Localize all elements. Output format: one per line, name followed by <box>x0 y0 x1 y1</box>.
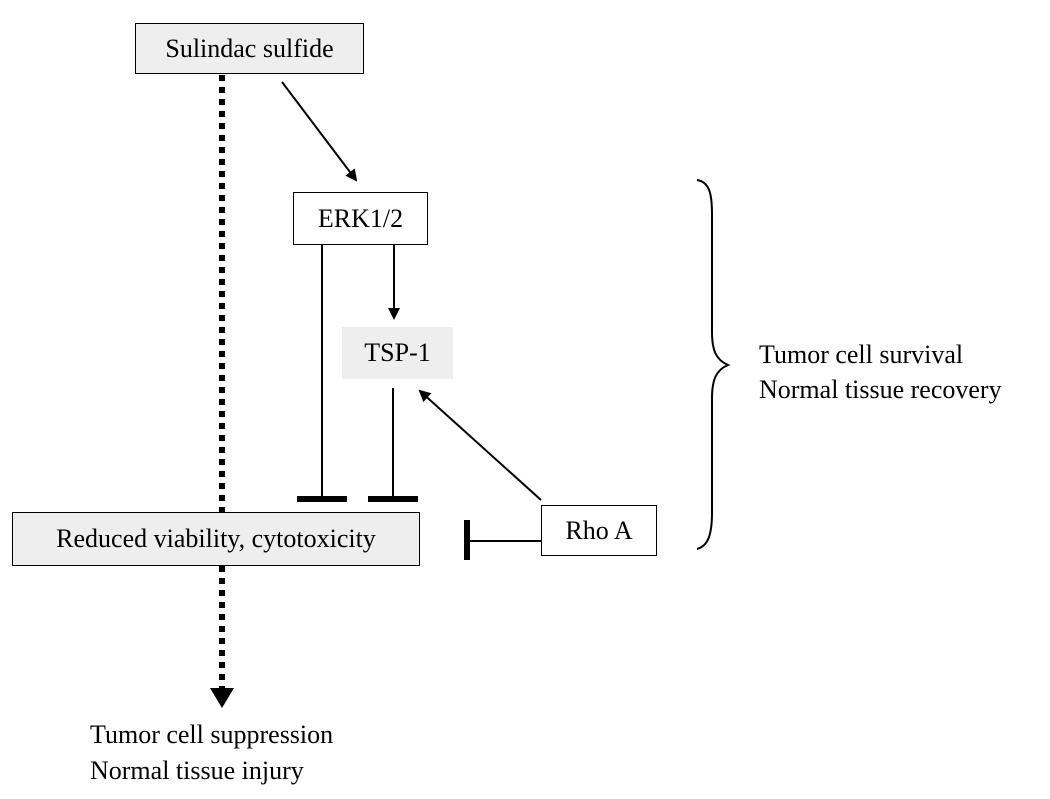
node-erk1-2: ERK1/2 <box>293 192 428 245</box>
node-reduced-viability: Reduced viability, cytotoxicity <box>12 512 420 566</box>
arrow-rho-to-tsp <box>418 389 542 501</box>
outcome-right-line-1: Tumor cell survival <box>759 340 964 369</box>
outcome-bottom-line-2: Normal tissue injury <box>90 756 304 785</box>
dotted-path-arrowhead <box>210 688 234 708</box>
node-sulindac-sulfide: Sulindac sulfide <box>135 23 364 74</box>
curly-brace <box>696 179 731 550</box>
outcome-right-line-2: Normal tissue recovery <box>759 375 1002 404</box>
outcome-bottom-line-1: Tumor cell suppression <box>90 720 334 749</box>
arrow-sulindac-to-erk <box>281 81 358 182</box>
node-rho-a: Rho A <box>541 505 657 556</box>
node-tsp-1: TSP-1 <box>342 327 453 379</box>
